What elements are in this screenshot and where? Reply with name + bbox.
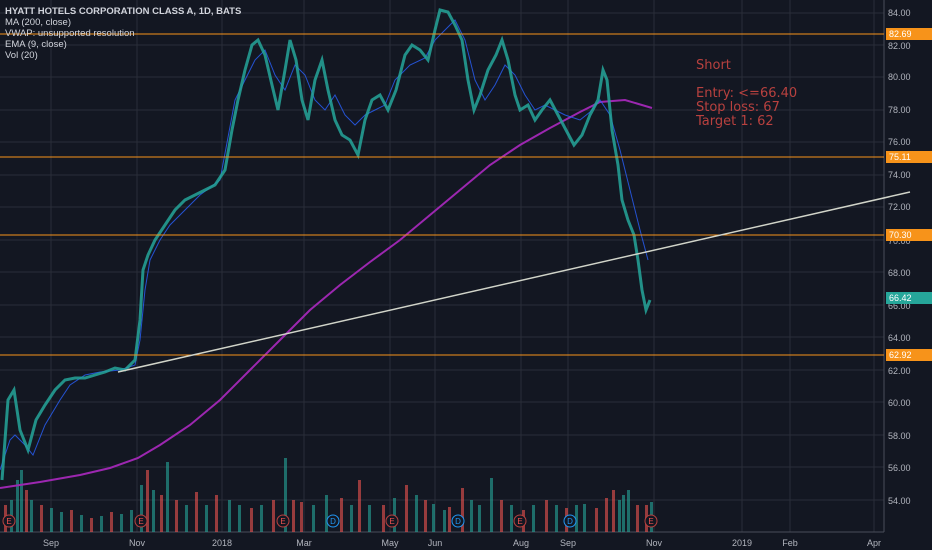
time-label: 2018 xyxy=(211,538,233,548)
price-tick: 72.00 xyxy=(888,202,911,212)
price-tick: 70.00 xyxy=(888,236,911,246)
price-tick: 58.00 xyxy=(888,431,911,441)
grid xyxy=(0,0,884,532)
chart-legend: HYATT HOTELS CORPORATION CLASS A, 1D, BA… xyxy=(5,6,241,61)
price-candles xyxy=(0,8,652,481)
time-label: Aug xyxy=(512,538,530,548)
svg-text:E: E xyxy=(517,517,522,526)
annotation-heading: Short xyxy=(696,58,731,73)
level-label: 82.69 xyxy=(886,28,932,40)
chart-title: HYATT HOTELS CORPORATION CLASS A, 1D, BA… xyxy=(5,6,242,17)
price-tick: 62.00 xyxy=(888,366,911,376)
time-label: Sep xyxy=(559,538,577,548)
time-label: Nov xyxy=(128,538,146,548)
time-label: Jun xyxy=(427,538,443,548)
svg-text:D: D xyxy=(567,517,573,526)
trade-annotation[interactable]: Short Entry: <=66.40 Stop loss: 67 Targe… xyxy=(696,59,797,129)
indicator-vwap[interactable]: VWAP: unsupported resolution xyxy=(5,28,135,39)
price-tick: 66.00 xyxy=(888,301,911,311)
svg-text:E: E xyxy=(6,517,11,526)
indicator-ema9[interactable]: EMA (9, close) xyxy=(5,39,67,50)
trendline[interactable] xyxy=(117,191,911,373)
price-tick: 82.00 xyxy=(888,41,911,51)
svg-text:E: E xyxy=(280,517,285,526)
svg-text:D: D xyxy=(330,517,336,526)
price-tick: 74.00 xyxy=(888,170,911,180)
time-label: Sep xyxy=(42,538,60,548)
horizontal-levels[interactable] xyxy=(0,33,884,356)
svg-text:E: E xyxy=(138,517,143,526)
time-label: Feb xyxy=(782,538,798,548)
time-label: 2019 xyxy=(731,538,753,548)
level-label: 70.30 xyxy=(886,229,932,241)
price-tick: 64.00 xyxy=(888,333,911,343)
price-tick: 56.00 xyxy=(888,463,911,473)
indicator-volume[interactable]: Vol (20) xyxy=(5,50,38,61)
price-tick: 80.00 xyxy=(888,72,911,82)
price-tick: 68.00 xyxy=(888,268,911,278)
time-label: Mar xyxy=(296,538,312,548)
time-label: May xyxy=(381,538,399,548)
time-label: Apr xyxy=(866,538,882,548)
price-tick: 84.00 xyxy=(888,8,911,18)
last-price-label: 66.42 xyxy=(886,292,932,304)
price-tick: 78.00 xyxy=(888,105,911,115)
price-tick: 54.00 xyxy=(888,496,911,506)
svg-text:E: E xyxy=(648,517,653,526)
ma200-line xyxy=(0,98,653,489)
level-label: 75.11 xyxy=(886,151,932,163)
time-label: Nov xyxy=(645,538,663,548)
price-tick: 76.00 xyxy=(888,137,911,147)
event-markers[interactable]: E E E D E D E D E xyxy=(2,514,658,528)
level-label: 62.92 xyxy=(886,349,932,361)
svg-text:D: D xyxy=(455,517,461,526)
svg-text:E: E xyxy=(389,517,394,526)
annotation-stop: Stop loss: 67 xyxy=(696,100,780,115)
price-tick: 60.00 xyxy=(888,398,911,408)
annotation-entry: Entry: <=66.40 xyxy=(696,86,798,101)
indicator-ma200[interactable]: MA (200, close) xyxy=(5,17,71,28)
annotation-target: Target 1: 62 xyxy=(696,114,774,129)
